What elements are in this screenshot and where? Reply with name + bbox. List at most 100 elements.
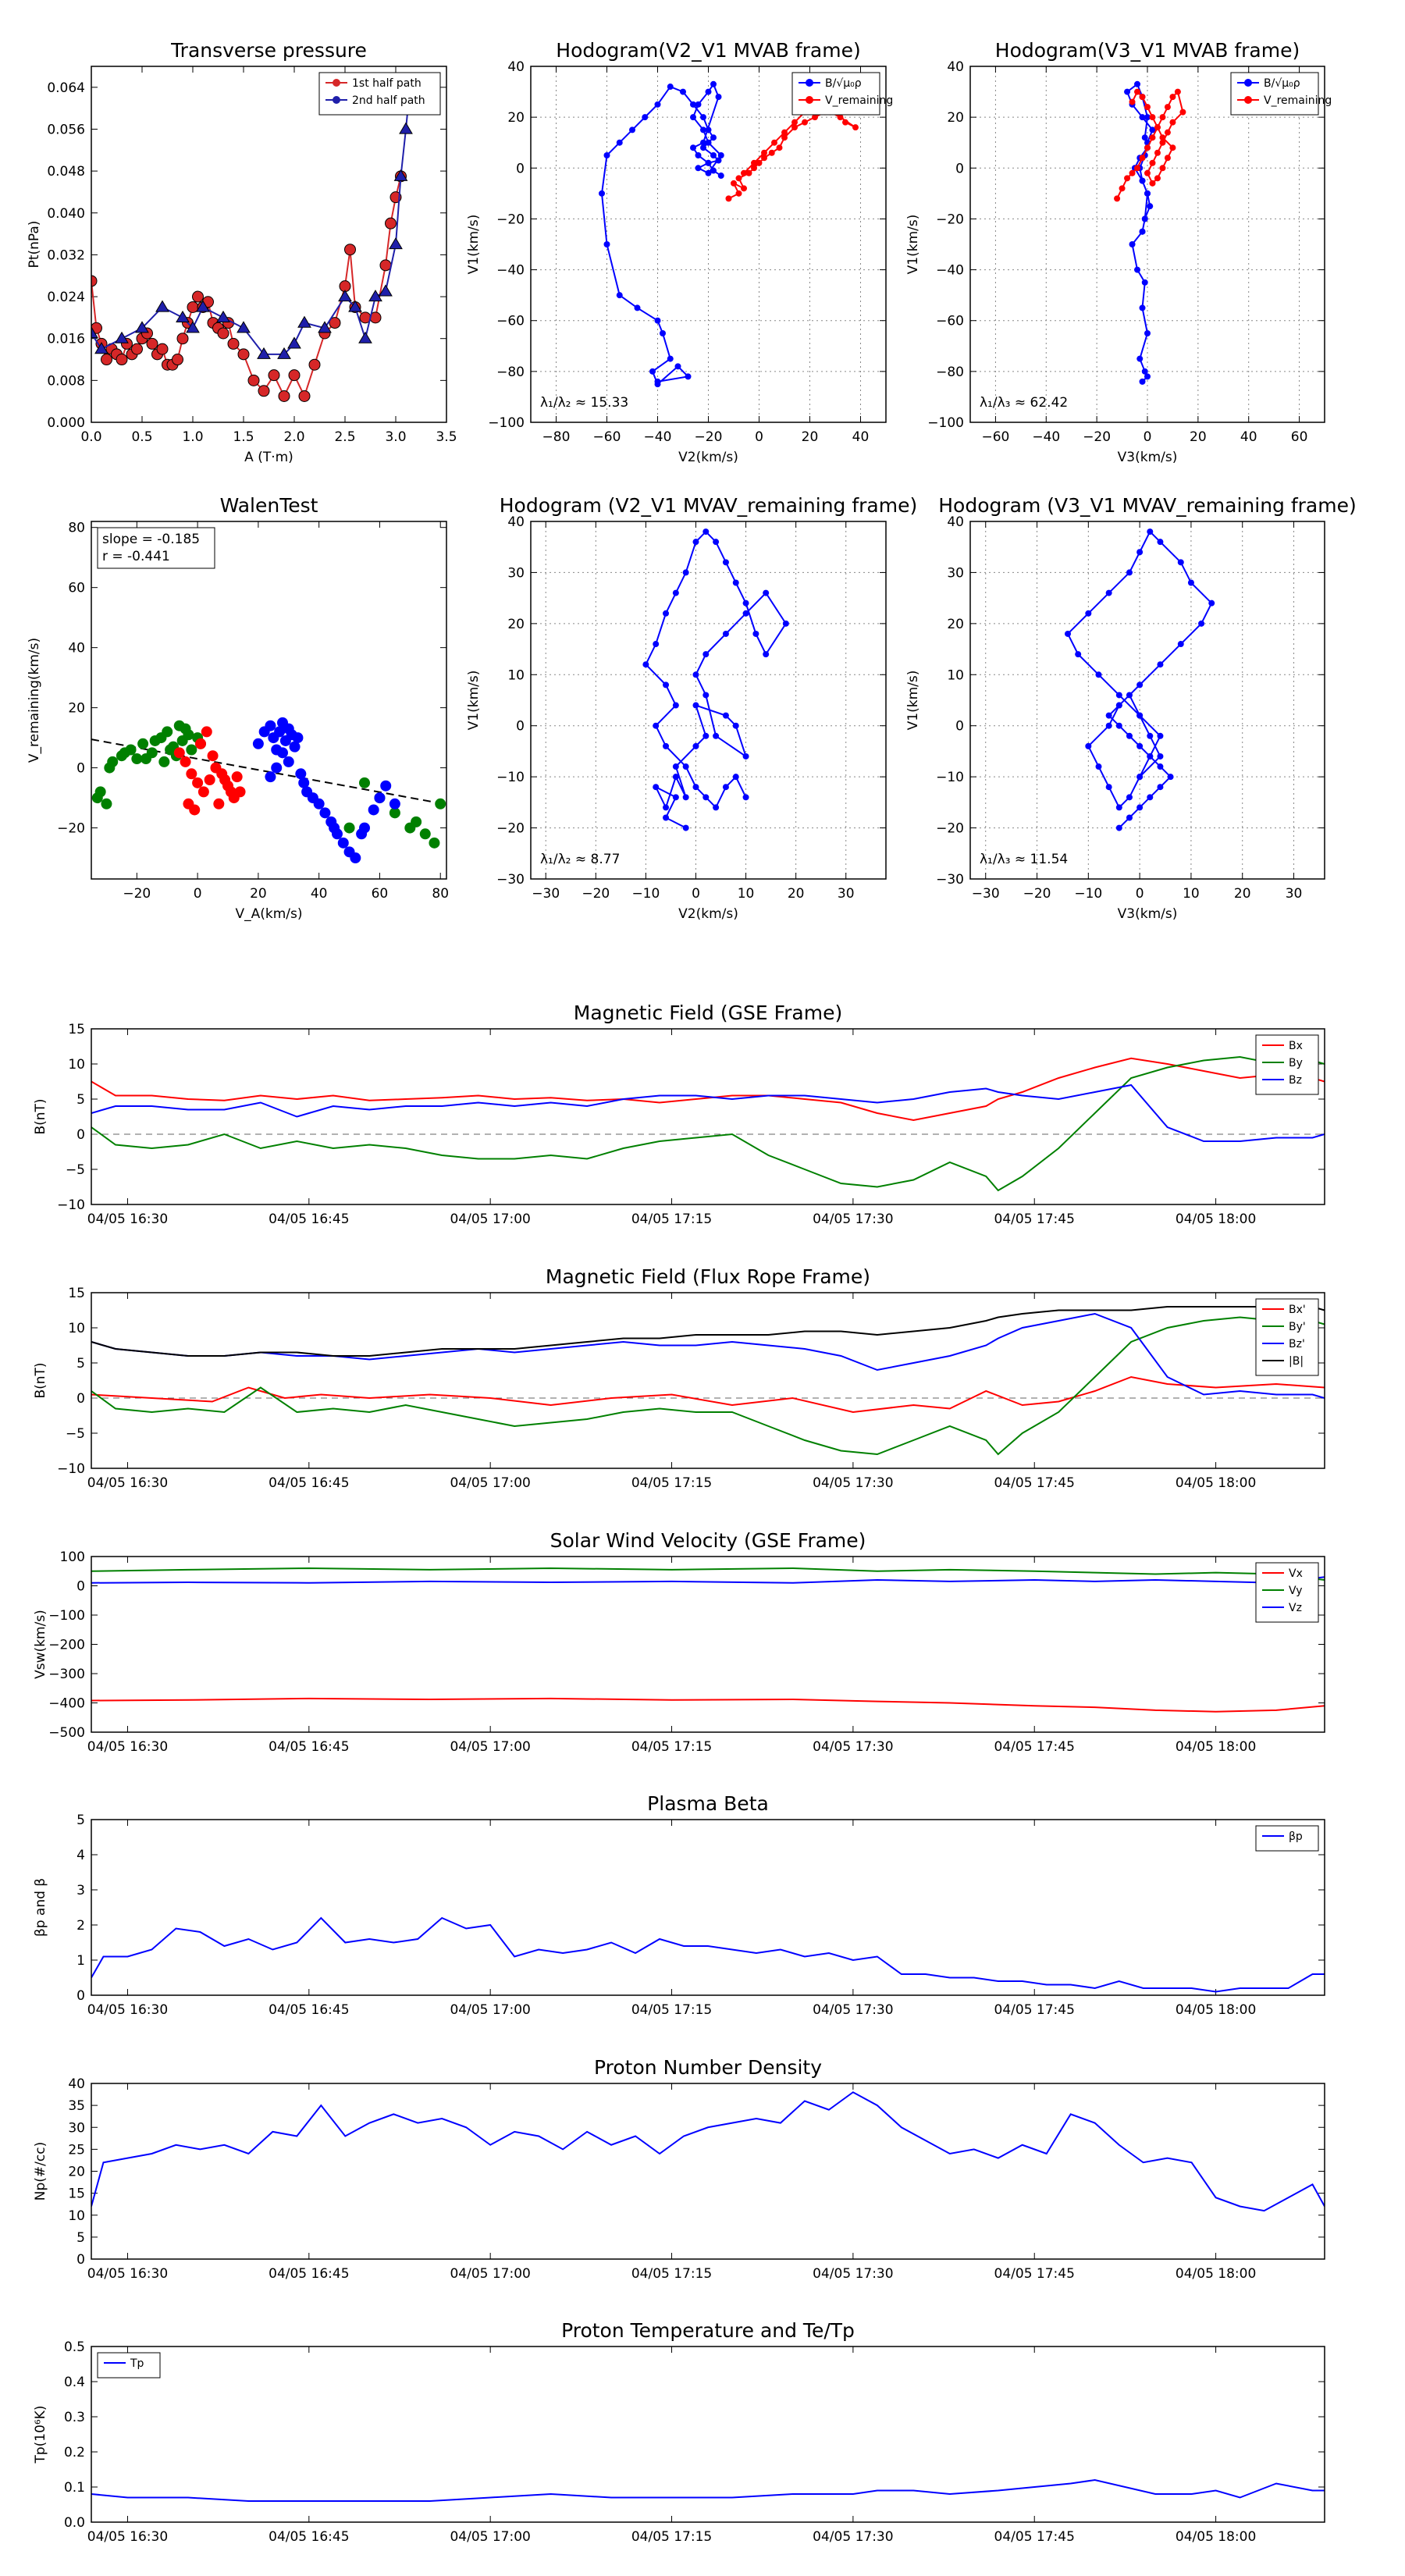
data-point bbox=[257, 347, 271, 359]
legend-label: Bz' bbox=[1289, 1338, 1305, 1350]
x-tick-label: −10 bbox=[631, 886, 660, 902]
data-point bbox=[137, 738, 149, 749]
x-axis-label: V2(km/s) bbox=[678, 450, 738, 465]
data-point bbox=[1149, 180, 1156, 187]
x-tick-label: 20 bbox=[250, 886, 267, 902]
series-group bbox=[642, 528, 789, 831]
data-point bbox=[172, 354, 183, 366]
data-point bbox=[654, 381, 661, 388]
y-tick-label: 0.048 bbox=[47, 164, 85, 180]
data-point bbox=[667, 84, 674, 91]
y-tick-label: 0.0 bbox=[64, 2515, 85, 2531]
data-point bbox=[682, 794, 689, 801]
data-point bbox=[1115, 824, 1122, 831]
x-tick-label: 40 bbox=[1240, 429, 1257, 445]
data-point bbox=[1129, 169, 1136, 176]
series-line-1 bbox=[91, 1567, 1325, 1581]
chart-title: Transverse pressure bbox=[170, 39, 367, 62]
data-point bbox=[385, 217, 397, 229]
x-axis-label: V3(km/s) bbox=[1118, 450, 1178, 465]
data-point bbox=[165, 744, 176, 756]
legend-marker bbox=[1244, 79, 1252, 87]
data-point bbox=[1169, 144, 1176, 151]
data-point bbox=[343, 822, 355, 834]
x-tick-label: 0 bbox=[194, 886, 202, 902]
y-tick-label: 80 bbox=[68, 521, 85, 536]
data-point bbox=[713, 732, 720, 739]
y-tick-label: 5 bbox=[76, 2230, 85, 2246]
data-point bbox=[705, 159, 712, 166]
chart-title: Plasma Beta bbox=[647, 1792, 769, 1815]
data-point bbox=[1144, 373, 1151, 380]
x-tick-label: −20 bbox=[1023, 886, 1051, 902]
chart-title: Proton Temperature and Te/Tp bbox=[561, 2319, 855, 2342]
chart-panel-5: Hodogram (V3_V1 MVAV_remaining frame) −30… bbox=[905, 494, 1357, 922]
data-point bbox=[702, 651, 710, 658]
data-point bbox=[1105, 712, 1112, 719]
data-point bbox=[156, 343, 169, 355]
y-tick-label: 0.024 bbox=[47, 290, 85, 305]
data-point bbox=[192, 290, 204, 303]
x-axis-label: V2(km/s) bbox=[678, 906, 738, 922]
data-point bbox=[1126, 692, 1133, 699]
x-tick-label: 04/05 16:45 bbox=[269, 1739, 349, 1755]
series-group bbox=[599, 80, 859, 388]
legend-label: Bx bbox=[1289, 1040, 1303, 1052]
data-point bbox=[271, 762, 283, 774]
data-point bbox=[192, 777, 204, 788]
data-point bbox=[1139, 155, 1146, 162]
data-point bbox=[1154, 124, 1161, 131]
data-point bbox=[195, 738, 206, 749]
plot-frame bbox=[91, 1819, 1325, 1996]
annotation-text: λ₁/λ₃ ≈ 11.54 bbox=[980, 852, 1068, 867]
data-point bbox=[1144, 330, 1151, 336]
x-tick-label: −10 bbox=[1074, 886, 1102, 902]
data-point bbox=[660, 330, 666, 336]
data-point bbox=[692, 742, 699, 749]
chart-title: Solar Wind Velocity (GSE Frame) bbox=[550, 1529, 866, 1552]
legend-box bbox=[1255, 1298, 1319, 1376]
data-point bbox=[763, 651, 770, 658]
data-point bbox=[140, 753, 151, 765]
data-point bbox=[672, 589, 679, 596]
data-point bbox=[1134, 88, 1141, 95]
data-point bbox=[629, 126, 635, 133]
x-tick-label: 04/05 17:30 bbox=[813, 2002, 893, 2018]
data-point bbox=[715, 157, 722, 164]
data-point bbox=[700, 144, 706, 151]
data-point bbox=[313, 798, 325, 809]
data-point bbox=[722, 712, 729, 719]
data-point bbox=[131, 753, 143, 765]
data-point bbox=[389, 237, 403, 250]
data-point bbox=[1164, 155, 1171, 162]
data-point bbox=[173, 747, 185, 759]
data-point bbox=[338, 290, 352, 302]
data-point bbox=[176, 310, 190, 322]
data-point bbox=[116, 354, 128, 366]
data-point bbox=[705, 169, 712, 176]
legend-label: Bz bbox=[1289, 1074, 1302, 1087]
data-point bbox=[745, 169, 752, 176]
y-tick-label: −30 bbox=[936, 872, 964, 888]
data-point bbox=[742, 753, 749, 760]
data-point bbox=[812, 114, 818, 121]
y-tick-label: 60 bbox=[68, 581, 85, 596]
y-tick-label: −10 bbox=[57, 1461, 85, 1477]
data-point bbox=[768, 149, 775, 156]
chart-panel-8: Solar Wind Velocity (GSE Frame) −500 −400 −… bbox=[33, 1529, 1325, 1755]
data-point bbox=[761, 149, 767, 156]
legend-label: By' bbox=[1289, 1321, 1306, 1333]
data-point bbox=[359, 777, 370, 788]
data-point bbox=[663, 814, 670, 821]
y-tick-label: 100 bbox=[60, 1550, 85, 1565]
y-tick-label: −20 bbox=[936, 821, 964, 837]
data-point bbox=[1179, 109, 1186, 116]
data-point bbox=[842, 119, 848, 126]
y-tick-label: 0 bbox=[955, 161, 964, 176]
y-tick-label: 0.4 bbox=[64, 2375, 85, 2390]
data-point bbox=[337, 837, 349, 849]
legend: Bx By Bz bbox=[1255, 1034, 1319, 1095]
legend: Bx' By' Bz' |B| bbox=[1255, 1298, 1319, 1376]
x-tick-label: 04/05 17:45 bbox=[994, 1739, 1075, 1755]
data-point bbox=[213, 798, 225, 809]
